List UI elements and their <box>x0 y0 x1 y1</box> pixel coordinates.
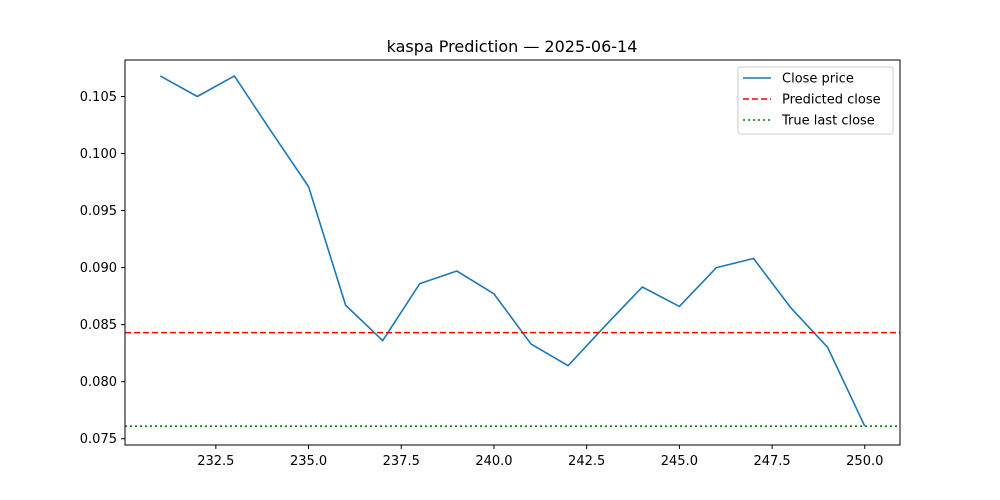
x-tick-label: 232.5 <box>197 454 234 469</box>
x-tick-label: 235.0 <box>290 454 327 469</box>
y-tick-label: 0.080 <box>80 375 117 390</box>
y-tick-label: 0.085 <box>80 318 117 333</box>
legend-label-1: Predicted close <box>782 93 881 108</box>
y-tick-label: 0.075 <box>80 432 117 447</box>
chart-title: kaspa Prediction — 2025-06-14 <box>387 37 638 56</box>
legend-label-0: Close price <box>782 72 854 87</box>
x-tick-label: 250.0 <box>846 454 883 469</box>
y-tick-label: 0.095 <box>80 204 117 219</box>
y-tick-label: 0.090 <box>80 261 117 276</box>
axes-frame <box>124 59 901 446</box>
series-line-0 <box>159 75 866 427</box>
x-tick-label: 242.5 <box>568 454 605 469</box>
axis-ticks: 232.5 235.0 237.5 240.0 242.5 245.0 247.5 250.0… <box>80 90 884 469</box>
x-tick-label: 247.5 <box>753 454 790 469</box>
x-tick-label: 245.0 <box>661 454 698 469</box>
x-tick-label: 240.0 <box>475 454 512 469</box>
y-tick-label: 0.105 <box>80 90 117 105</box>
y-tick-label: 0.100 <box>80 147 117 162</box>
plot-area <box>125 75 900 427</box>
legend-label-2: True last close <box>781 114 875 129</box>
legend-box <box>737 66 894 135</box>
x-tick-label: 237.5 <box>383 454 420 469</box>
legend: Close price Predicted close True last clos… <box>737 66 894 135</box>
